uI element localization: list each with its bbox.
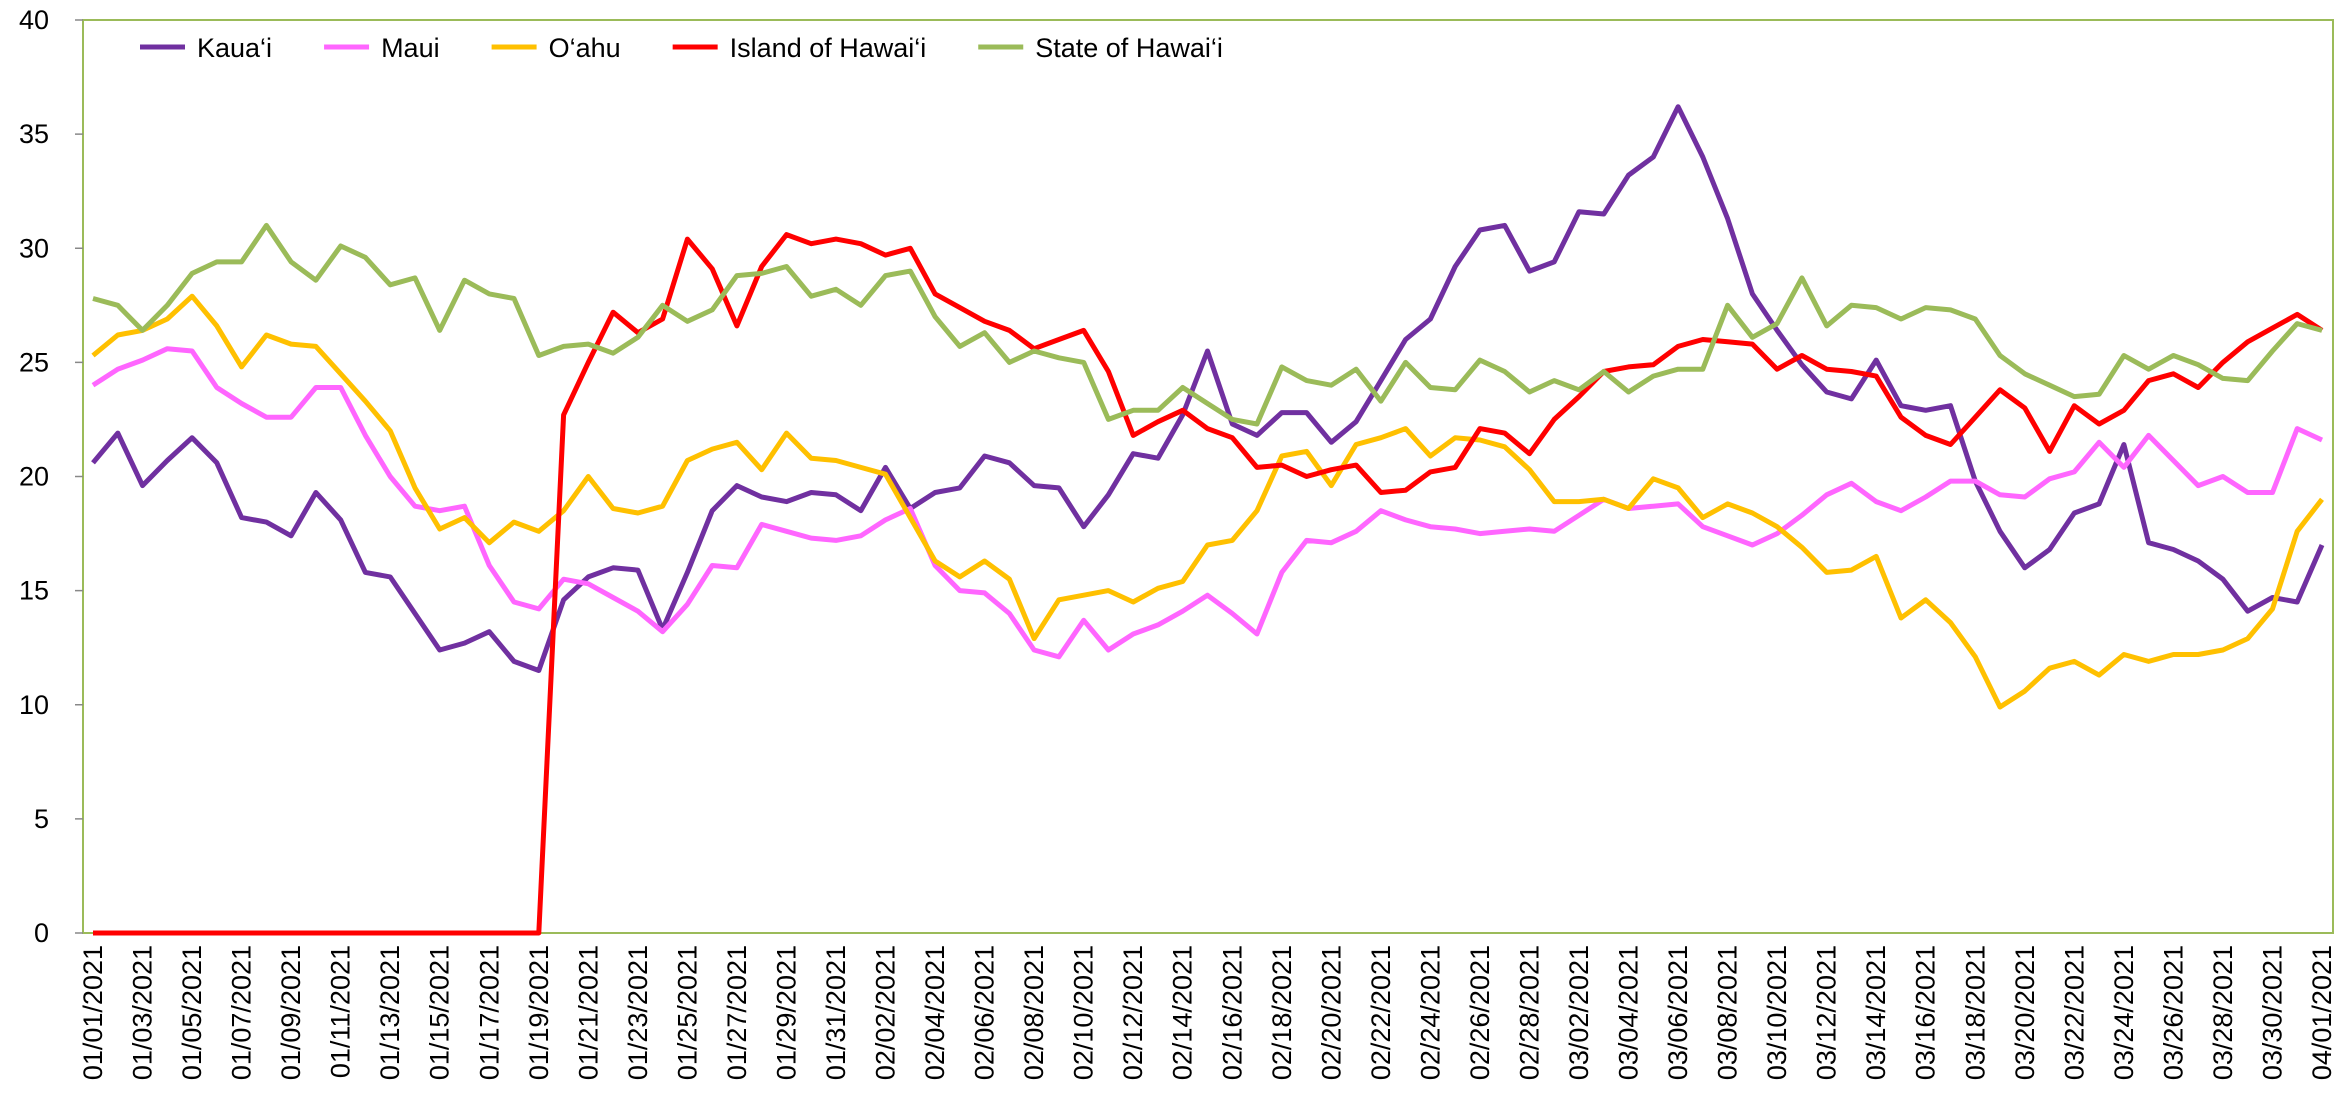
x-tick-label: 03/28/2021 (2208, 945, 2238, 1080)
series-line (93, 232, 2324, 936)
x-tick-label: 03/08/2021 (1713, 945, 1743, 1080)
x-tick-label: 03/18/2021 (1960, 945, 1990, 1080)
x-tick-label: 03/04/2021 (1614, 945, 1644, 1080)
x-tick-label: 01/31/2021 (821, 945, 851, 1080)
x-tick-label: 02/26/2021 (1465, 945, 1495, 1080)
legend-label: Kaua‘i (197, 33, 272, 63)
x-tick-label: 02/12/2021 (1118, 945, 1148, 1080)
plot-border (82, 19, 2334, 934)
x-tick-label: 01/25/2021 (672, 945, 702, 1080)
x-tick-label: 02/14/2021 (1168, 945, 1198, 1080)
x-tick-label: 03/24/2021 (2109, 945, 2139, 1080)
legend-label: Maui (381, 33, 440, 63)
y-tick-label: 0 (34, 918, 49, 948)
legend-label: O‘ahu (549, 33, 621, 63)
x-tick-label: 03/20/2021 (2010, 945, 2040, 1080)
x-tick-label: 02/08/2021 (1019, 945, 1049, 1080)
y-tick-label: 5 (34, 804, 49, 834)
x-tick-label: 01/19/2021 (524, 945, 554, 1080)
y-tick-label: 30 (19, 233, 49, 263)
x-tick-label: 02/22/2021 (1366, 945, 1396, 1080)
legend-label: State of Hawai‘i (1035, 33, 1223, 63)
x-tick-label: 02/06/2021 (970, 945, 1000, 1080)
y-tick-label: 40 (19, 5, 49, 35)
x-tick-label: 03/12/2021 (1812, 945, 1842, 1080)
x-tick-label: 01/13/2021 (375, 945, 405, 1080)
x-tick-label: 03/30/2021 (2257, 945, 2287, 1080)
x-tick-label: 03/06/2021 (1663, 945, 1693, 1080)
series-line (91, 104, 2325, 673)
series-line (92, 222, 2323, 427)
x-tick-label: 02/02/2021 (871, 945, 901, 1080)
x-tick-label: 04/01/2021 (2307, 945, 2337, 1080)
x-tick-label: 02/24/2021 (1415, 945, 1445, 1080)
x-tick-label: 01/01/2021 (78, 945, 108, 1080)
x-tick-label: 02/18/2021 (1267, 945, 1297, 1080)
x-tick-label: 02/10/2021 (1069, 945, 1099, 1080)
legend-label: Island of Hawai‘i (730, 33, 927, 63)
y-tick-label: 10 (19, 690, 49, 720)
x-tick-label: 01/05/2021 (177, 945, 207, 1080)
x-tick-label: 02/04/2021 (920, 945, 950, 1080)
x-tick-label: 01/21/2021 (573, 945, 603, 1080)
x-tick-label: 01/03/2021 (128, 945, 158, 1080)
x-tick-label: 03/22/2021 (2059, 945, 2089, 1080)
x-tick-label: 03/14/2021 (1861, 945, 1891, 1080)
y-tick-label: 15 (19, 576, 49, 606)
x-tick-label: 03/16/2021 (1911, 945, 1941, 1080)
x-tick-label: 03/26/2021 (2158, 945, 2188, 1080)
y-tick-label: 25 (19, 347, 49, 377)
x-tick-label: 03/02/2021 (1564, 945, 1594, 1080)
x-tick-label: 01/11/2021 (326, 945, 356, 1078)
x-tick-label: 03/10/2021 (1762, 945, 1792, 1080)
x-tick-label: 01/29/2021 (771, 945, 801, 1080)
series-line (91, 346, 2324, 660)
y-tick-label: 35 (19, 119, 49, 149)
x-tick-label: 01/15/2021 (425, 945, 455, 1080)
x-tick-label: 01/09/2021 (276, 945, 306, 1080)
series-line (91, 293, 2324, 710)
x-tick-label: 01/17/2021 (474, 945, 504, 1080)
x-tick-label: 01/27/2021 (722, 945, 752, 1080)
x-tick-label: 02/28/2021 (1514, 945, 1544, 1080)
x-tick-label: 01/07/2021 (227, 945, 257, 1080)
x-tick-label: 02/16/2021 (1217, 945, 1247, 1080)
y-tick-label: 20 (19, 462, 49, 492)
x-tick-label: 02/20/2021 (1316, 945, 1346, 1080)
x-tick-label: 01/23/2021 (623, 945, 653, 1080)
